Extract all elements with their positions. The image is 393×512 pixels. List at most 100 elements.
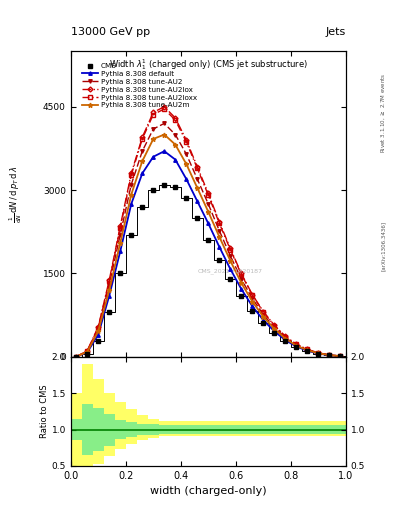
Pythia 8.308 tune-AU2m (140, 158, 145, 164)
Pythia 8.308 tune-AU2m (250, 298, 255, 305)
Pythia 8.308 tune-AU2loxx (162, 106, 167, 112)
CMS (228, 276, 233, 282)
Pythia 8.308 default (316, 351, 321, 357)
CMS (261, 321, 266, 327)
CMS (305, 348, 310, 354)
Pythia 8.308 tune-AU2 (294, 342, 299, 348)
Pythia 8.308 tune-AU2 (327, 352, 332, 358)
Pythia 8.308 tune-AU2loxx (250, 292, 255, 298)
CMS (173, 184, 178, 190)
Pythia 8.308 default (173, 157, 178, 163)
Pythia 8.308 tune-AU2loxx (338, 353, 343, 359)
Pythia 8.308 tune-AU2m (283, 335, 288, 342)
Pythia 8.308 tune-AU2 (250, 295, 255, 302)
Pythia 8.308 tune-AU2 (140, 148, 145, 154)
Pythia 8.308 tune-AU2lox (118, 223, 123, 229)
Line: Pythia 8.308 tune-AU2lox: Pythia 8.308 tune-AU2lox (75, 105, 342, 358)
Pythia 8.308 tune-AU2m (173, 141, 178, 147)
CMS (107, 309, 112, 315)
Line: Pythia 8.308 tune-AU2loxx: Pythia 8.308 tune-AU2loxx (75, 107, 342, 358)
Text: Rivet 3.1.10, $\geq$ 2.7M events: Rivet 3.1.10, $\geq$ 2.7M events (379, 72, 387, 153)
Pythia 8.308 tune-AU2loxx (239, 271, 244, 278)
Pythia 8.308 tune-AU2loxx (228, 246, 233, 252)
Pythia 8.308 tune-AU2m (162, 132, 167, 138)
Pythia 8.308 tune-AU2 (272, 324, 277, 330)
Pythia 8.308 default (283, 337, 288, 343)
Pythia 8.308 tune-AU2 (74, 354, 79, 360)
Pythia 8.308 tune-AU2 (85, 348, 90, 354)
CMS (316, 351, 321, 357)
Pythia 8.308 default (85, 349, 90, 355)
Pythia 8.308 default (327, 352, 332, 358)
Pythia 8.308 default (118, 248, 123, 254)
Pythia 8.308 tune-AU2 (195, 176, 200, 182)
Pythia 8.308 tune-AU2loxx (151, 112, 156, 118)
Pythia 8.308 tune-AU2 (129, 181, 134, 187)
Pythia 8.308 tune-AU2 (305, 347, 310, 353)
Pythia 8.308 tune-AU2loxx (261, 309, 266, 315)
Pythia 8.308 tune-AU2 (151, 126, 156, 132)
Line: Pythia 8.308 tune-AU2m: Pythia 8.308 tune-AU2m (74, 132, 343, 359)
Pythia 8.308 tune-AU2lox (85, 348, 90, 354)
Pythia 8.308 tune-AU2m (74, 354, 79, 360)
Pythia 8.308 tune-AU2 (206, 201, 211, 207)
CMS (184, 196, 189, 202)
Pythia 8.308 tune-AU2loxx (195, 165, 200, 172)
Pythia 8.308 tune-AU2loxx (173, 117, 178, 123)
Text: 13000 GeV pp: 13000 GeV pp (71, 27, 150, 37)
Pythia 8.308 tune-AU2loxx (283, 333, 288, 339)
Pythia 8.308 tune-AU2lox (96, 324, 101, 330)
Pythia 8.308 tune-AU2loxx (74, 354, 79, 360)
Text: CMS_2021_I1920187: CMS_2021_I1920187 (198, 268, 263, 274)
Pythia 8.308 tune-AU2loxx (327, 352, 332, 358)
CMS (96, 338, 101, 344)
Pythia 8.308 tune-AU2lox (74, 354, 79, 360)
Pythia 8.308 tune-AU2m (118, 240, 123, 246)
CMS (327, 352, 332, 358)
Pythia 8.308 default (129, 201, 134, 207)
Pythia 8.308 tune-AU2 (316, 350, 321, 356)
Pythia 8.308 tune-AU2m (151, 136, 156, 142)
Line: CMS: CMS (75, 183, 342, 358)
Pythia 8.308 tune-AU2lox (228, 245, 233, 251)
Pythia 8.308 default (294, 344, 299, 350)
Pythia 8.308 tune-AU2 (261, 311, 266, 317)
Pythia 8.308 tune-AU2lox (261, 308, 266, 314)
CMS (74, 354, 79, 360)
Pythia 8.308 tune-AU2lox (129, 170, 134, 177)
Pythia 8.308 tune-AU2m (217, 233, 222, 240)
Pythia 8.308 tune-AU2m (85, 349, 90, 355)
Pythia 8.308 tune-AU2lox (239, 270, 244, 276)
Pythia 8.308 tune-AU2lox (250, 291, 255, 297)
Pythia 8.308 default (261, 317, 266, 323)
Pythia 8.308 default (228, 266, 233, 272)
CMS (283, 338, 288, 344)
Pythia 8.308 tune-AU2 (107, 282, 112, 288)
Pythia 8.308 tune-AU2m (305, 347, 310, 353)
Pythia 8.308 tune-AU2m (184, 161, 189, 167)
Pythia 8.308 default (140, 170, 145, 177)
Pythia 8.308 tune-AU2loxx (184, 139, 189, 145)
Pythia 8.308 default (206, 220, 211, 226)
Pythia 8.308 tune-AU2lox (206, 190, 211, 197)
Pythia 8.308 tune-AU2loxx (316, 350, 321, 356)
Pythia 8.308 tune-AU2 (96, 326, 101, 332)
Text: Jets: Jets (325, 27, 346, 37)
Pythia 8.308 tune-AU2m (195, 185, 200, 191)
Pythia 8.308 tune-AU2loxx (129, 172, 134, 178)
Pythia 8.308 tune-AU2 (173, 132, 178, 138)
Pythia 8.308 tune-AU2lox (151, 109, 156, 115)
Pythia 8.308 default (272, 328, 277, 334)
Pythia 8.308 tune-AU2loxx (85, 348, 90, 354)
Pythia 8.308 tune-AU2m (239, 280, 244, 286)
CMS (217, 257, 222, 263)
Legend: CMS, Pythia 8.308 default, Pythia 8.308 tune-AU2, Pythia 8.308 tune-AU2lox, Pyth: CMS, Pythia 8.308 default, Pythia 8.308 … (80, 61, 199, 111)
CMS (195, 215, 200, 221)
Pythia 8.308 tune-AU2lox (272, 322, 277, 328)
Pythia 8.308 tune-AU2 (118, 231, 123, 238)
Pythia 8.308 tune-AU2loxx (206, 192, 211, 198)
Pythia 8.308 tune-AU2lox (195, 164, 200, 170)
Pythia 8.308 default (74, 354, 79, 360)
Pythia 8.308 tune-AU2m (327, 352, 332, 358)
X-axis label: width (charged-only): width (charged-only) (150, 486, 266, 496)
